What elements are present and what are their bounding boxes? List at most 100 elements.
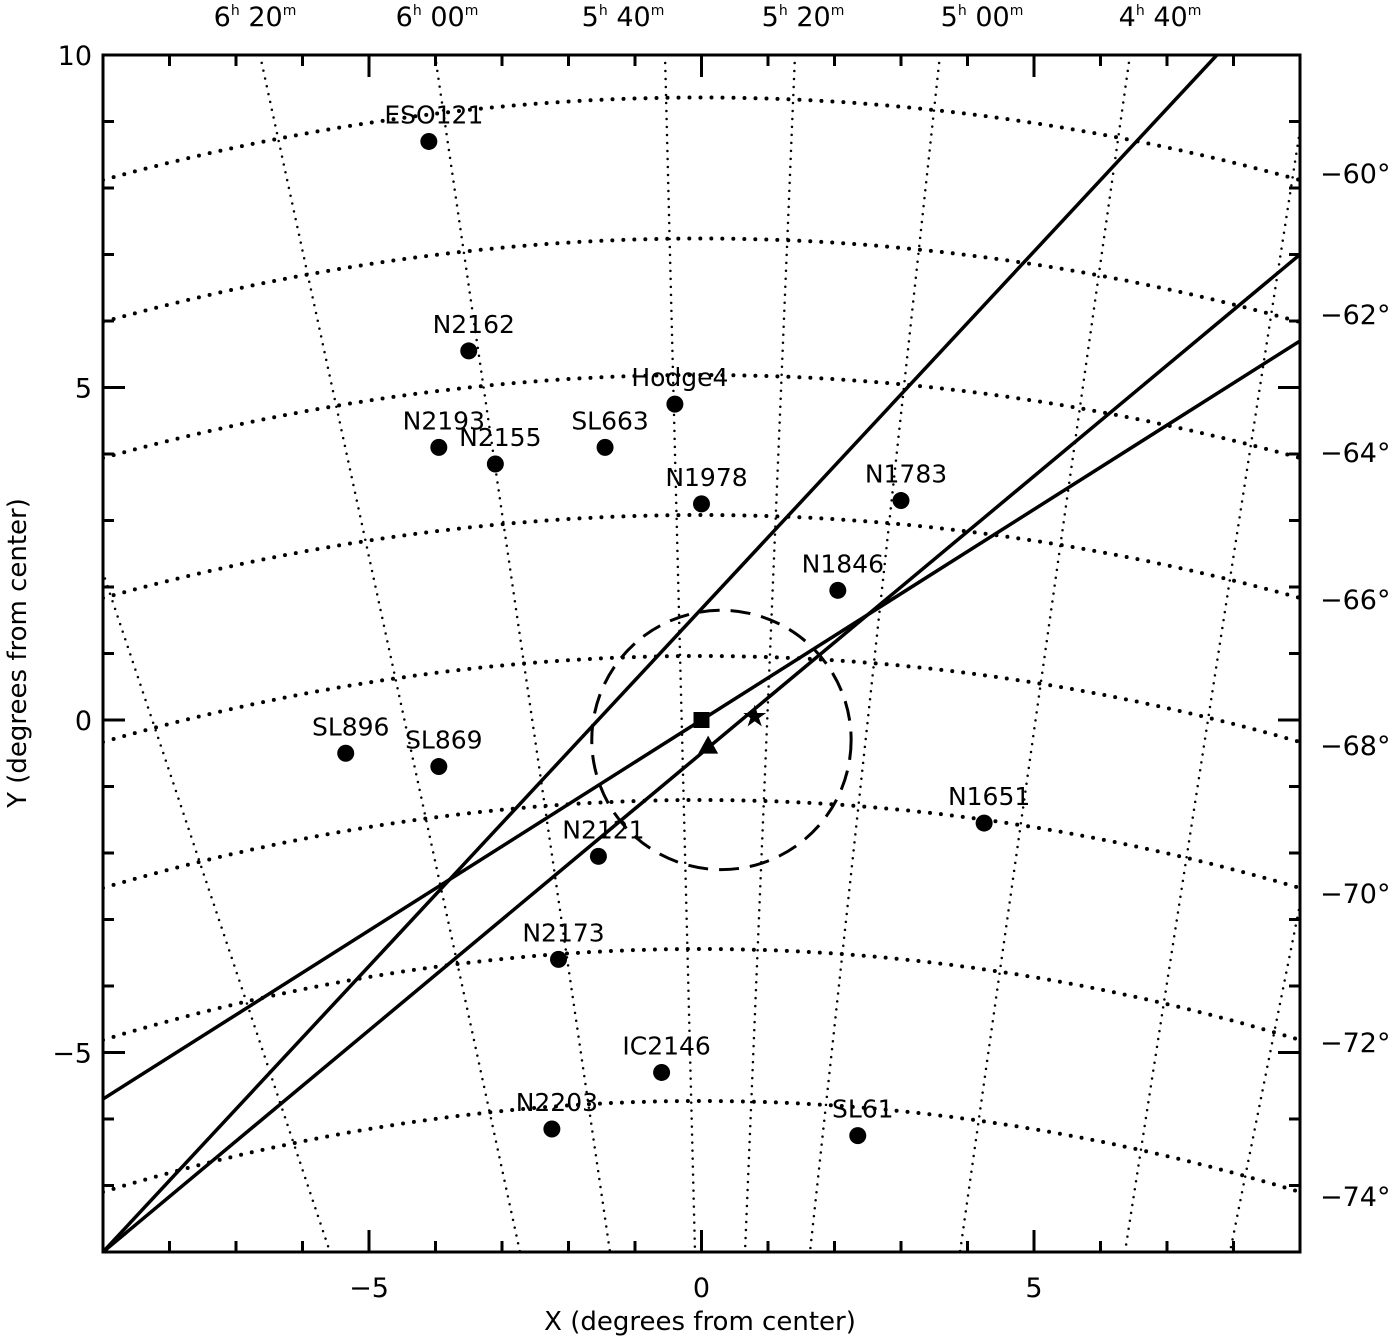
dec-label: −70° [1320,879,1390,910]
ra-hours: 6 [396,2,413,33]
cluster-label-sl61: SL61 [832,1095,894,1124]
ra-label: 5h 20m [762,2,845,33]
ra-line-5h20 [743,55,797,1252]
ra-minutes: 00 [967,2,1010,33]
x-tick-label: 5 [1025,1273,1042,1304]
solid-lines [103,55,1300,1252]
ra-line-5h00 [958,55,1132,1252]
ra-minutes: 40 [1145,2,1188,33]
cluster-point-sl896 [337,744,355,762]
dec-arc-60 [103,95,1300,182]
ra-minutes: 00 [422,2,465,33]
ra-line-6h20 [258,55,522,1252]
cluster-label-n2193: N2193 [403,406,485,435]
cluster-point-n2155 [486,455,504,473]
ra-line-6h40 [103,568,332,1252]
cluster-point-sl61 [849,1127,867,1145]
cluster-point-sl869 [430,758,448,776]
x-tick-label: −5 [349,1273,389,1304]
dec-labels: −60° −62° −64° −66° −68° −70° −72° −74° [1320,159,1390,1213]
dashed-circle-shape [590,608,853,872]
cluster-points [337,132,993,1145]
sky-grid [103,55,1300,1252]
dec-arc-72 [103,947,1300,1042]
cluster-label-n1651: N1651 [948,782,1030,811]
ra-hours: 6 [214,2,231,33]
cluster-label-n1978: N1978 [665,463,747,492]
ra-minutes-unit: m [831,3,845,19]
y-tick-label: 5 [75,374,92,405]
cluster-point-n2173 [550,950,568,968]
cluster-point-eso121 [420,132,438,150]
right-ascension-lines [103,55,1300,1252]
ra-label: 6h 20m [214,2,297,33]
triangle-marker [698,735,719,754]
x-tick-labels: −5 0 5 [349,1273,1043,1304]
dec-arc-74 [103,1099,1300,1194]
ra-label: 6h 00m [396,2,479,33]
y-tick-label: 0 [75,706,92,737]
ra-minutes-unit: m [465,3,479,19]
declination-arcs [103,95,1300,1252]
cluster-label-sl663: SL663 [571,406,649,435]
ra-label: 5h 00m [941,2,1024,33]
plot-frame [101,53,1302,1254]
ra-minutes-unit: m [651,3,665,19]
cluster-point-n2121 [589,847,607,865]
cluster-point-hodge4 [666,395,684,413]
dec-label: −72° [1320,1028,1390,1059]
cluster-label-ic2146: IC2146 [622,1031,710,1060]
cluster-point-n2203 [543,1120,561,1138]
ra-label: 4h 40m [1119,2,1202,33]
cluster-point-sl663 [596,438,614,456]
cluster-label-hodge4: Hodge4 [631,363,728,392]
ra-hours: 5 [762,2,779,33]
ra-minutes: 20 [788,2,831,33]
ra-line-6h00 [433,55,612,1252]
cluster-label-n1846: N1846 [802,549,884,578]
ra-hours-unit: h [1136,3,1145,19]
ra-minutes-unit: m [1188,3,1202,19]
cluster-point-n1846 [829,581,847,599]
ra-label: 5h 40m [582,2,665,33]
cluster-label-eso121: ESO121 [384,100,483,129]
dec-label: −74° [1320,1182,1390,1213]
square-marker [693,712,710,728]
ra-hours-unit: h [413,3,422,19]
cluster-label-sl869: SL869 [405,726,483,755]
x-tick-label: 0 [693,1273,710,1304]
dec-arc-68 [103,654,1300,744]
cluster-label-n2162: N2162 [433,310,515,339]
cluster-labels: ESO121 N2162 Hodge4 N2193 SL663 N2155 N1978 N17… [312,100,1030,1123]
dec-arc-62 [103,236,1300,324]
ra-hours: 4 [1119,2,1136,33]
dec-label: −62° [1320,300,1390,331]
cluster-label-n2173: N2173 [522,918,604,947]
cluster-label-sl896: SL896 [312,712,390,741]
ra-hours-unit: h [779,3,788,19]
solid-line-1 [103,55,1219,1252]
ra-hours-unit: h [958,3,967,19]
axis-ticks [101,53,1302,1254]
ra-labels: 6h 20m 6h 00m 5h 40m 5h 20m 5h 00m 4h 40m [214,2,1202,33]
cluster-point-n1978 [693,495,710,513]
y-tick-label: −5 [52,1039,92,1070]
ra-line-4h50 [1123,128,1300,1252]
cluster-label-n2155: N2155 [459,423,541,452]
dec-arc-66 [103,513,1300,600]
cluster-point-n1783 [892,492,910,510]
dec-arc-70 [103,798,1300,890]
ra-hours: 5 [941,2,958,33]
dashed-circle [590,608,853,872]
ra-hours: 5 [582,2,599,33]
y-tick-label: 10 [58,41,92,72]
cluster-label-n2203: N2203 [516,1088,598,1117]
cluster-label-n2121: N2121 [562,815,644,844]
cluster-point-ic2146 [653,1063,671,1081]
x-axis-title: X (degrees from center) [544,1307,856,1337]
center-markers [693,704,767,754]
cluster-point-n1651 [975,814,993,832]
cluster-label-n1783: N1783 [865,460,947,489]
